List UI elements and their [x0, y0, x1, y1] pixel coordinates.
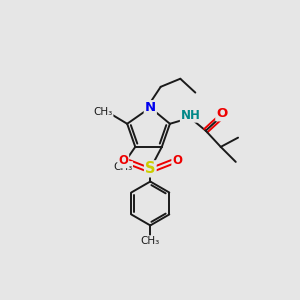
Text: CH₃: CH₃ [93, 107, 112, 117]
Text: CH₃: CH₃ [113, 162, 132, 172]
Text: O: O [216, 107, 227, 120]
Text: O: O [118, 154, 128, 167]
Text: S: S [145, 161, 155, 176]
Text: N: N [145, 101, 156, 114]
Text: O: O [172, 154, 182, 167]
Text: CH₃: CH₃ [141, 236, 160, 246]
Text: NH: NH [181, 109, 201, 122]
